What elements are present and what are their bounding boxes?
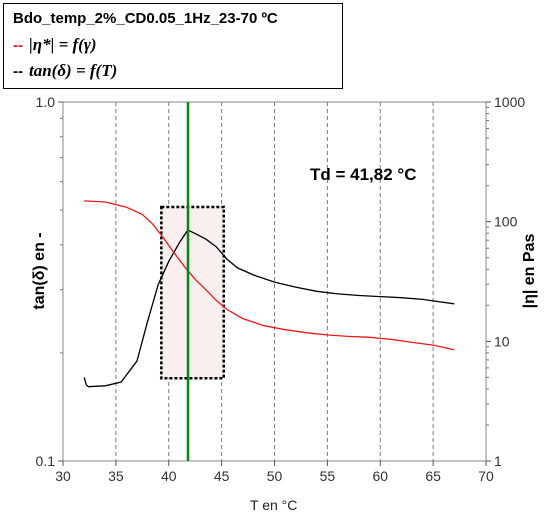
y-axis-right-title: |η| en Pas xyxy=(521,233,538,309)
x-tick-label: 30 xyxy=(55,468,71,484)
grid xyxy=(115,102,434,461)
td-annotation: Td = 41,82 °C xyxy=(310,165,416,184)
y-right-tick-label: 1 xyxy=(494,453,502,469)
x-tick-label: 60 xyxy=(372,468,388,484)
y-left-tick-label: 0.1 xyxy=(36,453,56,469)
legend-label-eta: |η*| = f(γ) xyxy=(29,35,97,54)
ticks-layer: 30 35 40 45 50 55 60 65 70 0.1 1.0 1 10 100 1000 xyxy=(36,94,526,484)
x-tick-label: 55 xyxy=(320,468,336,484)
x-axis-title: T en °C xyxy=(250,497,298,513)
x-tick-label: 65 xyxy=(425,468,441,484)
x-tick-label: 45 xyxy=(214,468,230,484)
legend-entry-tan: -- tan(δ) = f(T) xyxy=(13,61,117,81)
x-tick-label: 40 xyxy=(161,468,177,484)
y-axis-left-title: tan(δ) en - xyxy=(31,232,48,310)
y-right-tick-label: 1000 xyxy=(494,94,525,110)
y-right-tick-label: 100 xyxy=(494,214,518,230)
legend-label-tan: tan(δ) = f(T) xyxy=(29,61,118,80)
highlight-box xyxy=(160,205,225,380)
legend-swatch-eta: -- xyxy=(13,37,23,54)
x-tick-label: 70 xyxy=(478,468,494,484)
legend-swatch-tan: -- xyxy=(13,63,23,80)
series-line-tan-delta xyxy=(83,229,455,388)
series-layer xyxy=(83,200,455,388)
y-right-tick-label: 10 xyxy=(494,333,510,349)
legend-entry-eta: -- |η*| = f(γ) xyxy=(13,35,97,55)
legend: Bdo_temp_2%_CD0.05_1Hz_23-70 ºC -- |η*| =… xyxy=(3,3,343,89)
series-line-eta xyxy=(84,200,455,351)
y-left-tick-label: 1.0 xyxy=(36,94,56,110)
legend-title: Bdo_temp_2%_CD0.05_1Hz_23-70 ºC xyxy=(13,10,278,27)
x-tick-label: 50 xyxy=(267,468,283,484)
x-tick-label: 35 xyxy=(108,468,124,484)
